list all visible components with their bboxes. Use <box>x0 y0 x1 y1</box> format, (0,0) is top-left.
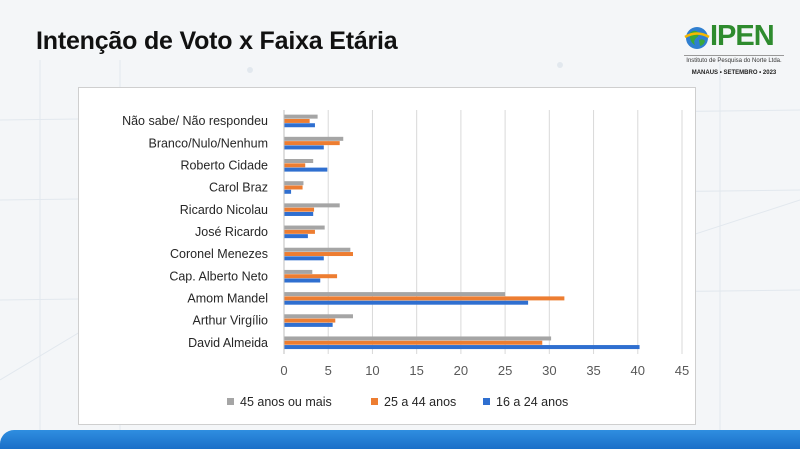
x-tick-label: 0 <box>280 363 287 378</box>
category-label: Cap. Alberto Neto <box>169 269 268 283</box>
legend-swatch <box>483 398 490 405</box>
bar-chart: 0 5 10 15 20 25 30 35 40 45 Não sabe/ Não responde… <box>122 110 689 409</box>
x-tick-label: 30 <box>542 363 556 378</box>
bar <box>284 211 314 216</box>
logo-date-line: MANAUS • SETEMBRO • 2023 <box>691 70 777 76</box>
bar <box>284 203 340 208</box>
slide-title: Intenção de Voto x Faixa Etária <box>36 27 398 55</box>
bar <box>284 345 640 350</box>
bottom-band <box>0 430 800 449</box>
legend-label: 16 a 24 anos <box>496 395 568 409</box>
bar <box>284 274 338 279</box>
x-tick-label: 45 <box>675 363 689 378</box>
bar <box>284 123 315 128</box>
bar <box>284 229 315 234</box>
bar <box>284 225 325 230</box>
bar <box>284 292 506 297</box>
bar <box>284 118 310 123</box>
bar <box>284 136 344 141</box>
bar <box>284 314 353 319</box>
legend-swatch <box>371 398 378 405</box>
category-label: Coronel Menezes <box>170 247 268 261</box>
legend-label: 45 anos ou mais <box>240 395 332 409</box>
category-label: José Ricardo <box>195 225 268 239</box>
bar <box>284 322 333 327</box>
bar <box>284 340 543 345</box>
globe-icon <box>684 27 710 49</box>
bar <box>284 234 308 239</box>
bar <box>284 318 336 323</box>
bar <box>284 145 324 150</box>
bar <box>284 181 304 186</box>
category-label: Roberto Cidade <box>180 158 268 172</box>
x-tick-label: 15 <box>409 363 423 378</box>
bar <box>284 159 314 164</box>
x-tick-label: 40 <box>631 363 645 378</box>
bar <box>284 163 306 168</box>
bar <box>284 141 340 146</box>
bar <box>284 185 303 190</box>
category-label: Ricardo Nicolau <box>180 203 268 217</box>
bar <box>284 114 318 119</box>
x-tick-label: 10 <box>365 363 379 378</box>
bar <box>284 300 529 305</box>
company-logo: IPEN Instituto de Pesquisa do Norte Ltda… <box>684 20 784 82</box>
legend-label: 25 a 44 anos <box>384 395 456 409</box>
chart-frame: 0 5 10 15 20 25 30 35 40 45 Não sabe/ Não responde… <box>78 87 696 425</box>
bar <box>284 247 351 252</box>
bar <box>284 336 552 341</box>
legend-swatch <box>227 398 234 405</box>
logo-wordmark: IPEN <box>710 20 775 52</box>
category-label: Carol Braz <box>209 181 268 195</box>
bar <box>284 296 565 301</box>
logo-subtitle: Instituto de Pesquisa do Norte Ltda. <box>684 55 784 64</box>
bar <box>284 252 353 257</box>
category-label: David Almeida <box>188 336 268 350</box>
bar <box>284 189 292 194</box>
category-label: Arthur Virgílio <box>193 314 269 328</box>
x-tick-label: 35 <box>586 363 600 378</box>
category-label: Não sabe/ Não respondeu <box>122 114 268 128</box>
bar <box>284 269 313 274</box>
category-label: Branco/Nulo/Nenhum <box>148 136 268 150</box>
x-tick-label: 5 <box>325 363 332 378</box>
bar <box>284 167 328 172</box>
x-tick-label: 20 <box>454 363 468 378</box>
x-tick-label: 25 <box>498 363 512 378</box>
category-label: Amom Mandel <box>187 292 268 306</box>
bar <box>284 278 321 283</box>
bar <box>284 207 315 212</box>
bar <box>284 256 324 261</box>
